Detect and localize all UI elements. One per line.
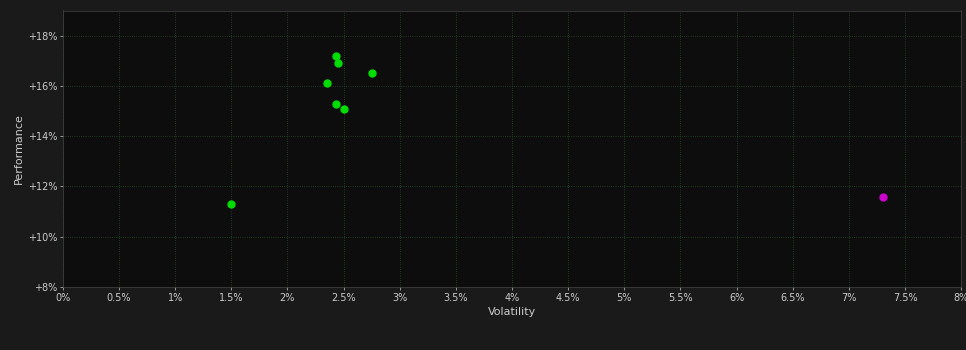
X-axis label: Volatility: Volatility <box>488 307 536 317</box>
Y-axis label: Performance: Performance <box>14 113 23 184</box>
Point <box>330 61 346 66</box>
Point <box>327 53 343 58</box>
Point <box>364 71 380 76</box>
Point <box>327 101 343 106</box>
Point <box>336 106 352 111</box>
Point <box>875 194 891 199</box>
Point <box>319 80 334 86</box>
Point <box>223 201 239 207</box>
